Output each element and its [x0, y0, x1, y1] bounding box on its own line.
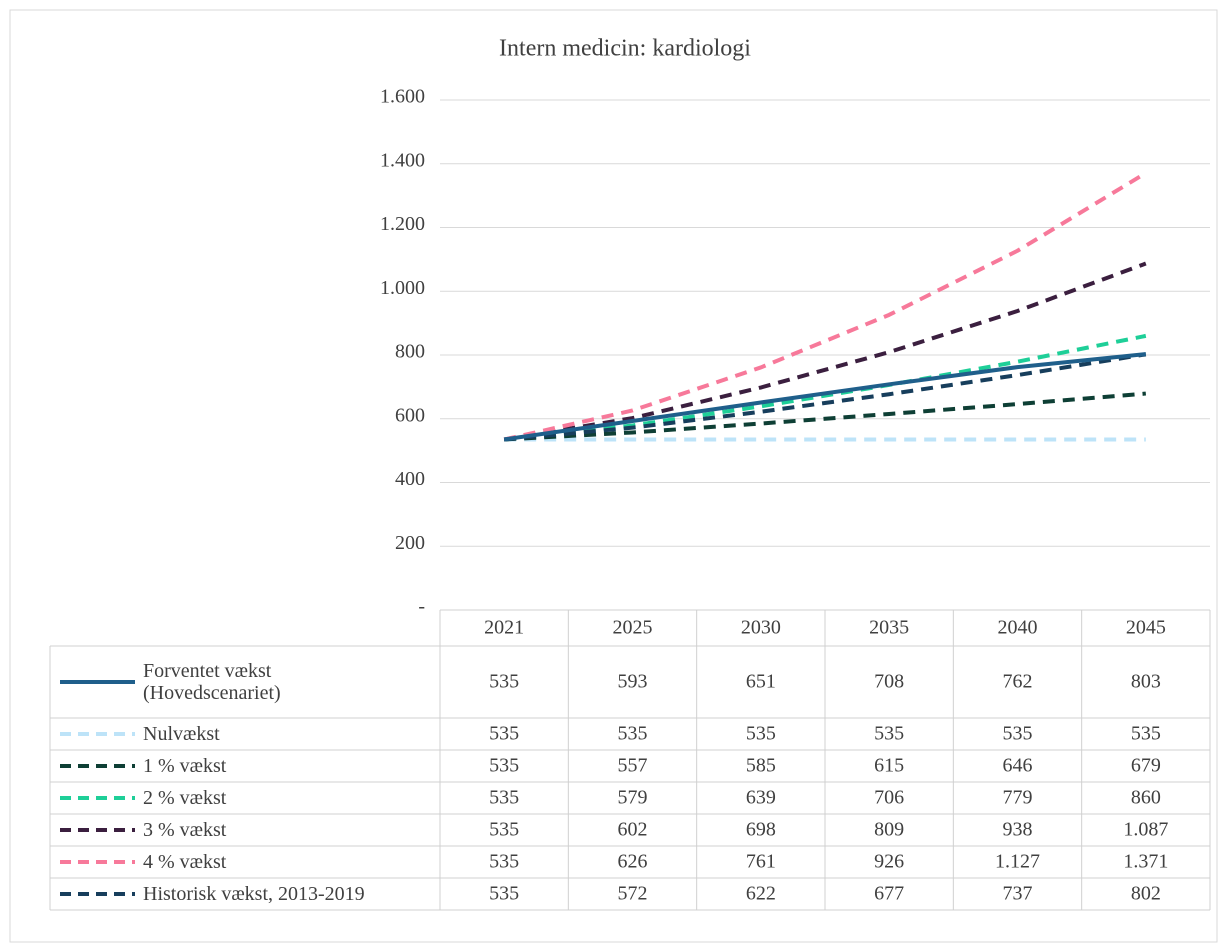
legend-label: 3 % vækst — [143, 819, 227, 841]
table-value: 535 — [489, 755, 519, 777]
legend-label-box: Historisk vækst, 2013-2019 — [143, 883, 365, 905]
series-line — [503, 352, 1147, 442]
table-value: 535 — [1131, 723, 1161, 745]
table-value: 626 — [618, 851, 648, 873]
chart-title: Intern medicin: kardiologi — [499, 36, 751, 62]
y-tick-label: 200 — [395, 532, 425, 554]
x-tick-label: 2045 — [1126, 617, 1166, 639]
table-value: 1.087 — [1123, 819, 1168, 841]
y-tick-label: 400 — [395, 468, 425, 490]
table-value: 602 — [618, 819, 648, 841]
table-value: 622 — [746, 883, 776, 905]
table-value: 779 — [1003, 787, 1033, 809]
table-value: 706 — [874, 787, 904, 809]
table-value: 535 — [489, 819, 519, 841]
table-value: 535 — [489, 723, 519, 745]
table-value: 535 — [874, 723, 904, 745]
table-value: 535 — [489, 787, 519, 809]
legend-label: 4 % vækst — [143, 851, 227, 873]
table-value: 535 — [489, 883, 519, 905]
table-value: 809 — [874, 819, 904, 841]
x-tick-label: 2025 — [613, 617, 653, 639]
table-value: 860 — [1131, 787, 1161, 809]
table-value: 938 — [1003, 819, 1033, 841]
y-tick-label: 800 — [395, 341, 425, 363]
y-tick-label: - — [418, 596, 425, 618]
table-value: 651 — [746, 671, 776, 693]
table-value: 737 — [1003, 883, 1033, 905]
table-value: 1.371 — [1123, 851, 1168, 873]
y-tick-label: 1.400 — [380, 149, 425, 171]
table-value: 535 — [489, 671, 519, 693]
table-value: 585 — [746, 755, 776, 777]
series-line — [503, 171, 1147, 442]
legend-label-box: 1 % vækst — [143, 755, 227, 777]
table-value: 535 — [618, 723, 648, 745]
x-tick-label: 2035 — [869, 617, 909, 639]
legend-label: Historisk vækst, 2013-2019 — [143, 883, 365, 905]
legend-label-box: 3 % vækst — [143, 819, 227, 841]
table-value: 698 — [746, 819, 776, 841]
table-value: 579 — [618, 787, 648, 809]
legend-label-box: 2 % vækst — [143, 787, 227, 809]
legend-label: 1 % vækst — [143, 755, 227, 777]
y-tick-label: 1.600 — [380, 86, 425, 108]
table-value: 639 — [746, 787, 776, 809]
table-value: 802 — [1131, 883, 1161, 905]
chart-border — [9, 9, 1218, 943]
legend-label: 2 % vækst — [143, 787, 227, 809]
x-tick-label: 2040 — [998, 617, 1038, 639]
legend-label-box: 4 % vækst — [143, 851, 227, 873]
table-value: 535 — [489, 851, 519, 873]
series-line — [504, 391, 1146, 442]
table-value: 593 — [618, 671, 648, 693]
x-tick-label: 2030 — [741, 617, 781, 639]
y-tick-label: 1.000 — [380, 277, 425, 299]
table-value: 677 — [874, 883, 904, 905]
y-tick-label: 1.200 — [380, 213, 425, 235]
table-value: 803 — [1131, 671, 1161, 693]
table-value: 535 — [746, 723, 776, 745]
legend-label: Nulvækst — [143, 723, 220, 745]
series-line — [503, 261, 1147, 442]
y-tick-label: 600 — [395, 404, 425, 426]
table-value: 926 — [874, 851, 904, 873]
table-value: 762 — [1003, 671, 1033, 693]
table-value: 557 — [618, 755, 648, 777]
series-line — [503, 352, 1147, 442]
table-value: 708 — [874, 671, 904, 693]
legend-label: Forventet vækst (Hovedscenariet) — [143, 660, 281, 704]
table-value: 572 — [618, 883, 648, 905]
table-value: 679 — [1131, 755, 1161, 777]
legend-label-box: Nulvækst — [143, 723, 220, 745]
table-value: 615 — [874, 755, 904, 777]
table-value: 761 — [746, 851, 776, 873]
table-value: 535 — [1003, 723, 1033, 745]
legend-label-box: Forventet vækst (Hovedscenariet) — [143, 660, 281, 704]
table-value: 1.127 — [995, 851, 1040, 873]
table-value: 646 — [1003, 755, 1033, 777]
x-tick-label: 2021 — [484, 617, 524, 639]
